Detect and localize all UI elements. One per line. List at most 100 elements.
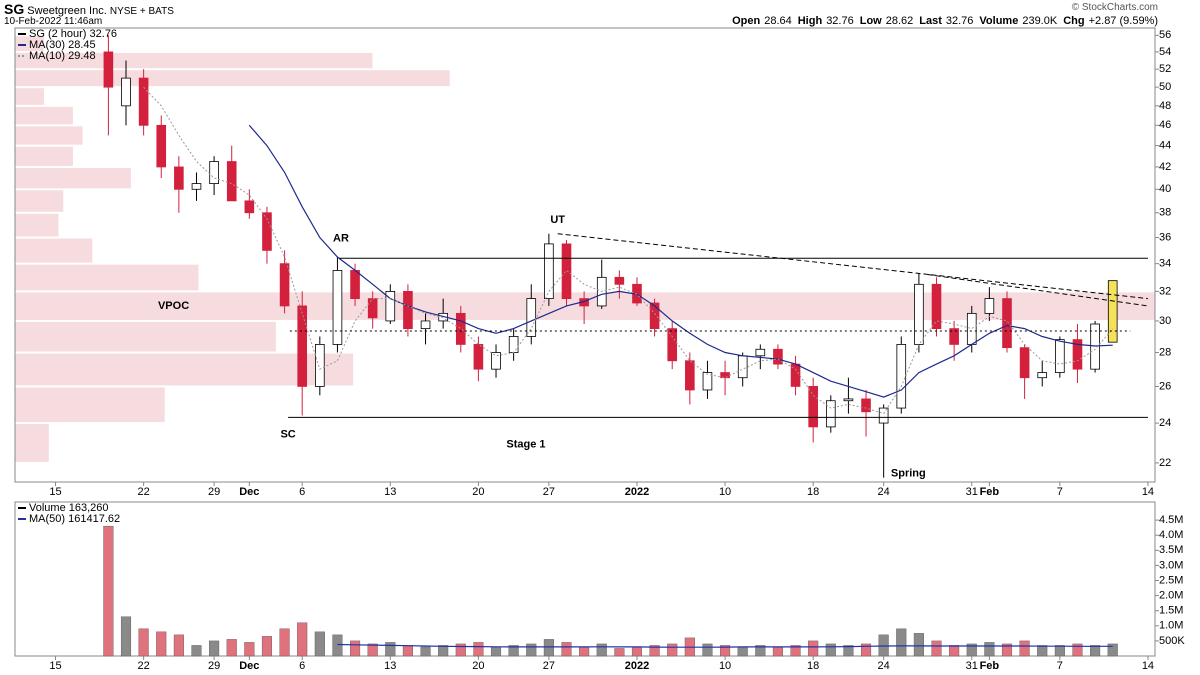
- candle-body: [103, 51, 114, 88]
- volume-bar: [825, 643, 836, 657]
- candle-body: [209, 161, 219, 184]
- volume-bar: [579, 646, 590, 657]
- quote-value: 32.76: [826, 15, 854, 27]
- x-tick-label: 7: [1057, 486, 1063, 498]
- y-tick-label: 38: [1159, 207, 1171, 219]
- plot-frame: [14, 27, 1156, 483]
- quote-label: Chg: [1063, 15, 1085, 27]
- volume-bar: [455, 643, 466, 657]
- volume-profile-bar: [15, 126, 83, 145]
- volume-bar: [490, 646, 502, 657]
- trend-line: [927, 274, 1149, 307]
- candle-body: [931, 283, 942, 330]
- annotation: VPOC: [158, 300, 189, 312]
- candle-body: [667, 328, 678, 362]
- volume-bar: [931, 640, 942, 657]
- volume-bar: [1054, 645, 1065, 657]
- x-tick-label: 29: [208, 486, 220, 498]
- volume-bar: [1001, 643, 1013, 657]
- quote-value: +2.87 (9.59%): [1088, 15, 1158, 27]
- legend-label: SG (2 hour) 32.76: [29, 28, 117, 40]
- candle-body: [1019, 347, 1030, 379]
- candle-body: [455, 312, 466, 345]
- volume-bar: [438, 645, 449, 657]
- candle-body: [526, 298, 537, 337]
- volume-profile-bar: [15, 36, 44, 51]
- volume-bar: [631, 646, 643, 657]
- y-tick-label: 2.0M: [1159, 590, 1183, 602]
- volume-bar: [332, 634, 343, 657]
- volume-bar: [209, 640, 220, 657]
- x-tick-label: Feb: [980, 660, 1000, 672]
- volume-bar: [1090, 645, 1101, 657]
- x-tick-label: 7: [1057, 660, 1063, 672]
- quote-label: Open: [732, 15, 761, 27]
- volume-ma: [337, 643, 1113, 648]
- y-tick-label: 24: [1159, 417, 1171, 429]
- x-tick-label: 6: [299, 486, 305, 498]
- x-tick-label: 18: [807, 486, 819, 498]
- x-tick-label: Dec: [239, 486, 259, 498]
- x-tick-label: 13: [384, 486, 396, 498]
- y-tick-label: 30: [1159, 315, 1171, 327]
- x-tick-label: 18: [807, 660, 819, 672]
- x-tick-label: 27: [543, 486, 555, 498]
- candle-body: [808, 386, 818, 428]
- candle-body: [491, 352, 501, 370]
- volume-bar: [667, 643, 678, 657]
- candle-body: [403, 291, 413, 330]
- plot-frame: [14, 501, 1156, 657]
- candle-body: [156, 124, 167, 168]
- volume-profile-bar: [15, 321, 276, 352]
- legend-label: MA(10) 29.48: [29, 50, 96, 62]
- candle-body: [385, 291, 396, 322]
- volume-profile-bar: [15, 88, 44, 105]
- symbol: SG: [4, 1, 25, 17]
- y-tick-label: 1.0M: [1159, 620, 1183, 632]
- volume-profile-bar: [15, 213, 59, 237]
- x-tick-label: 20: [472, 486, 484, 498]
- volume-bar: [103, 525, 114, 657]
- annotation: UT: [550, 214, 565, 226]
- x-tick-label: 22: [137, 660, 149, 672]
- volume-bar: [156, 631, 167, 657]
- volume-bar: [596, 643, 607, 657]
- moving-average: [143, 86, 1114, 415]
- y-tick-label: 4.0M: [1159, 529, 1183, 541]
- y-tick-label: 3.5M: [1159, 544, 1183, 556]
- volume-bar: [720, 645, 731, 657]
- x-tick-label: 6: [299, 660, 305, 672]
- volume-bar: [508, 645, 519, 657]
- volume-profile-bar: [15, 70, 450, 87]
- quote-label: High: [797, 15, 823, 27]
- quote-label: Volume: [979, 15, 1019, 27]
- annotation: AR: [333, 233, 349, 245]
- x-tick-label: 15: [49, 660, 61, 672]
- x-tick-label: 14: [1142, 486, 1154, 498]
- volume-bar: [755, 645, 766, 657]
- volume-bar: [860, 643, 872, 657]
- volume-bar: [913, 633, 924, 657]
- candle-body: [755, 348, 766, 357]
- candle-body: [350, 270, 360, 300]
- candle-body: [508, 336, 519, 353]
- volume-bar: [966, 643, 977, 657]
- y-tick-label: 26: [1159, 380, 1171, 392]
- y-tick-label: 46: [1159, 119, 1171, 131]
- candle-body: [279, 263, 290, 307]
- volume-bar: [473, 642, 484, 657]
- volume-bar: [314, 631, 325, 657]
- volume-profile-bar: [15, 238, 93, 263]
- volume-bar: [420, 646, 431, 657]
- legend-label: MA(30) 28.45: [29, 39, 96, 51]
- volume-bar: [244, 642, 255, 657]
- y-tick-label: 2.5M: [1159, 574, 1183, 586]
- volume-bar: [561, 642, 572, 657]
- x-tick-label: Feb: [980, 486, 1000, 498]
- volume-bar: [138, 628, 149, 657]
- legend-label: Volume 163,260: [29, 502, 109, 514]
- candle-body: [843, 398, 854, 402]
- quote-value: 28.64: [764, 15, 792, 27]
- candle-body: [544, 243, 554, 300]
